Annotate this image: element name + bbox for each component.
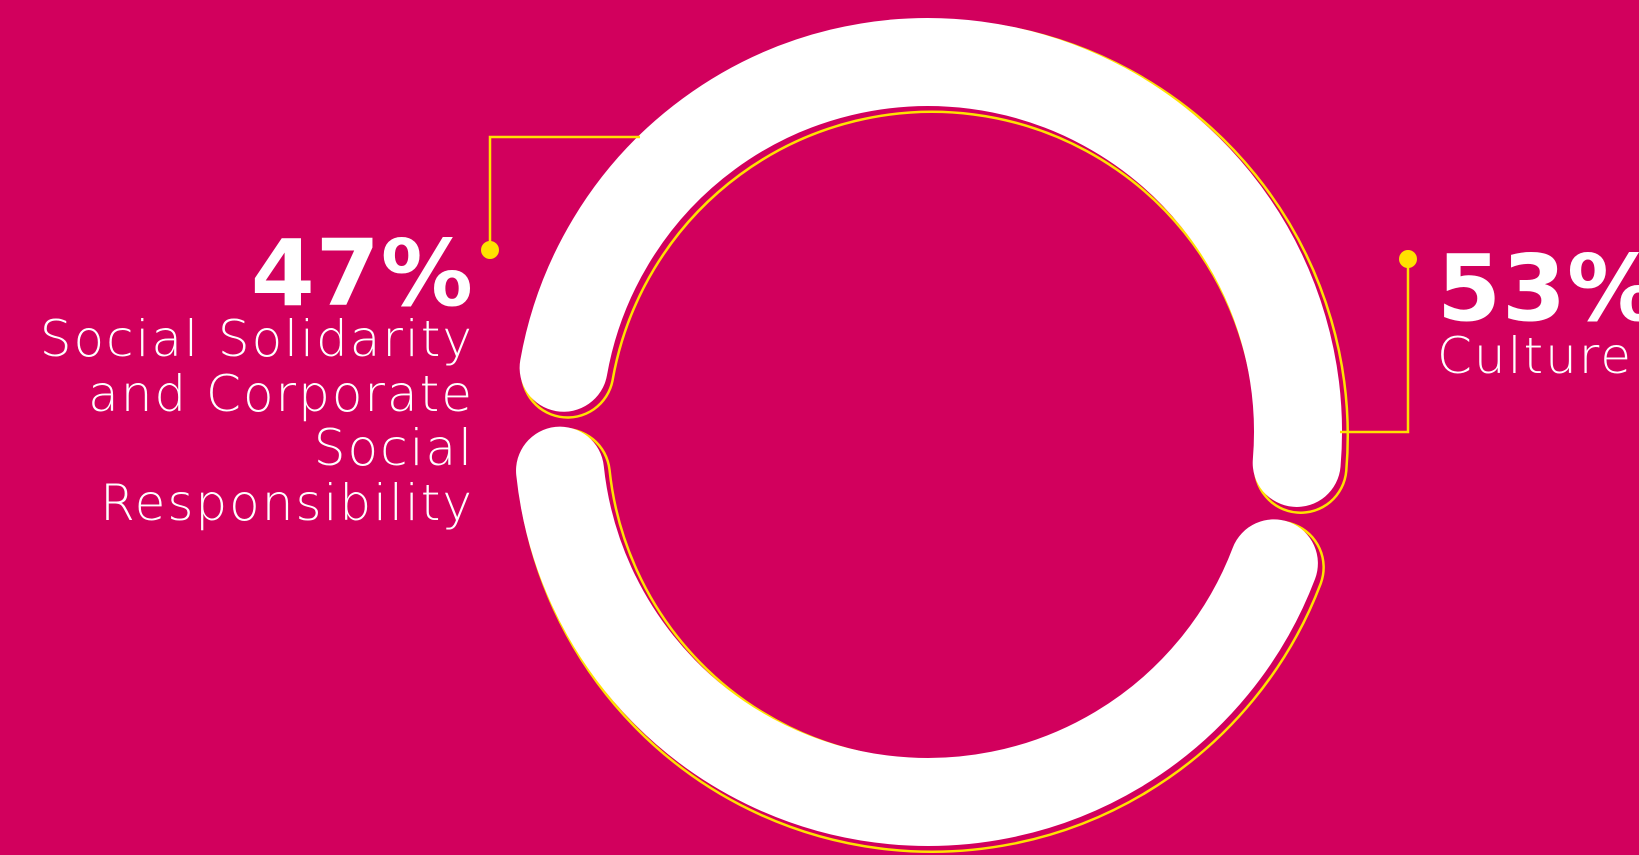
slice-percent-social: 47%: [250, 220, 474, 327]
label-social-responsibility: 47% Social Solidarity and Corporate Soci…: [40, 228, 474, 530]
slice-0: [519, 18, 1342, 507]
label-culture: 53% Culture: [1437, 243, 1639, 384]
leader-dot-social: [481, 241, 499, 259]
leader-line-social: [488, 135, 640, 250]
slice-name-culture: Culture: [1437, 327, 1634, 385]
slice-name-social: Social Solidarity and Corporate Social R…: [39, 310, 474, 532]
leader-dot-culture: [1399, 250, 1417, 268]
slice-percent-culture: 53%: [1437, 235, 1639, 342]
leader-line-culture: [1340, 259, 1410, 434]
donut-slices: [516, 18, 1349, 853]
slice-1: [516, 426, 1318, 846]
leader-lines: [481, 135, 1417, 434]
